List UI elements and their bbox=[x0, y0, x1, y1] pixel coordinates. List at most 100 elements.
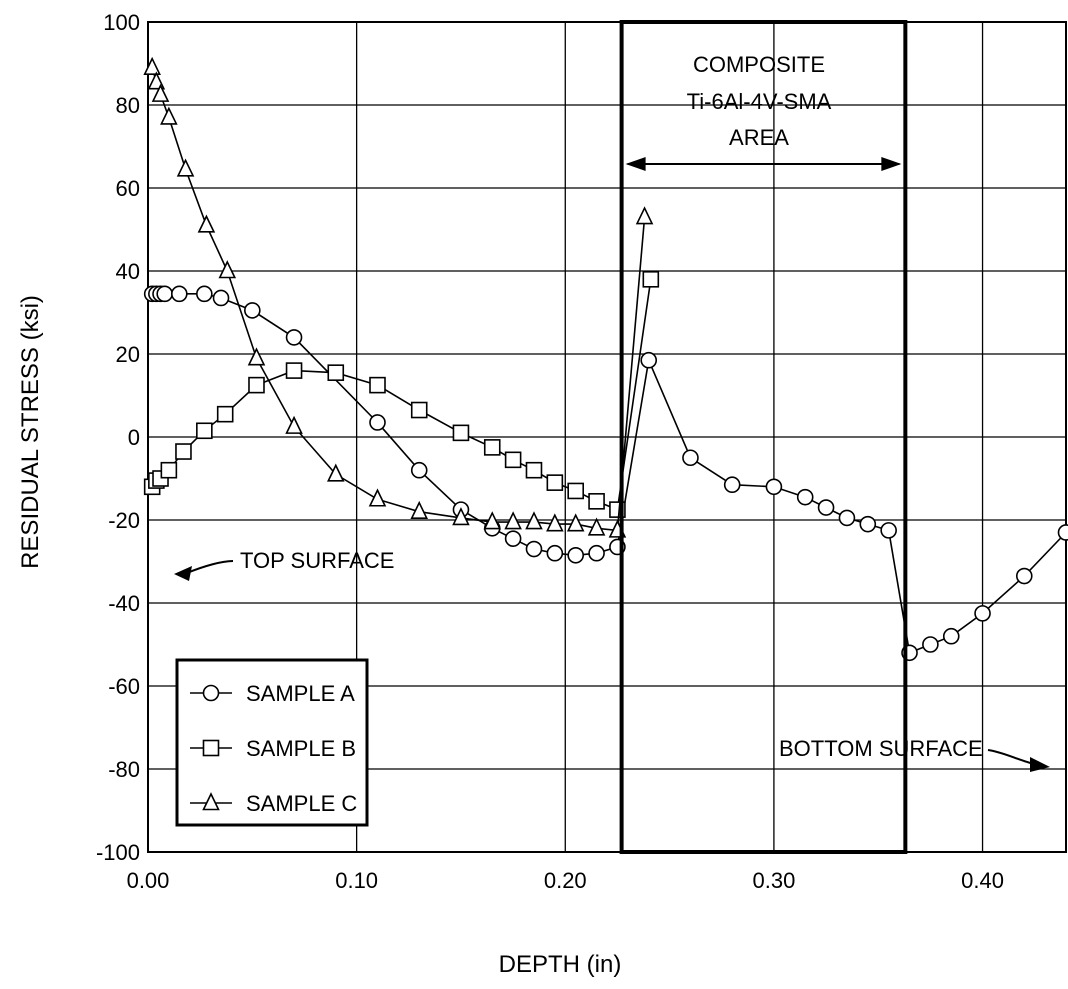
series-0-point-29 bbox=[922, 636, 939, 653]
x-axis-title: DEPTH (in) bbox=[499, 951, 622, 978]
plot-frame-rect bbox=[147, 21, 1067, 853]
top-surface-arrow-head bbox=[174, 566, 192, 581]
series-0-point-20 bbox=[682, 449, 699, 467]
series-2-point-18 bbox=[587, 517, 606, 536]
legend-marker-1 bbox=[202, 739, 220, 757]
series-1-point-12 bbox=[452, 424, 470, 442]
series-1-point-8 bbox=[285, 362, 303, 379]
composite-area-box bbox=[619, 20, 908, 854]
series-1-point-3 bbox=[160, 461, 178, 479]
composite-area: COMPOSITE Ti-6Al-4V-SMA AREA bbox=[619, 20, 908, 854]
series-2-point-4 bbox=[176, 158, 195, 177]
series-1-point-11 bbox=[410, 401, 428, 419]
series-2-point-20 bbox=[635, 206, 654, 225]
series-0-point-14 bbox=[525, 540, 543, 558]
series-2-point-7 bbox=[247, 347, 266, 366]
plot-frame bbox=[147, 21, 1067, 853]
y-tick-label-3: -40 bbox=[108, 591, 140, 616]
series-1-point-6 bbox=[216, 405, 234, 423]
series-2-point-5 bbox=[197, 214, 216, 233]
y-tick-label-10: 100 bbox=[103, 10, 140, 35]
composite-area-label-line1: COMPOSITE bbox=[693, 52, 825, 77]
bottom-surface-arrow-head bbox=[1030, 757, 1050, 772]
series-1-point-20 bbox=[642, 270, 660, 288]
y-axis-title: RESIDUAL STRESS (ksi) bbox=[17, 295, 44, 569]
series-2-point-11 bbox=[410, 500, 429, 520]
series-0-point-7 bbox=[244, 302, 261, 319]
series-1-point-16 bbox=[546, 474, 564, 491]
series-0-point-25 bbox=[838, 509, 856, 527]
x-tick-label-2: 0.20 bbox=[544, 868, 587, 893]
series-1-point-15 bbox=[525, 461, 543, 479]
series-2-point-13 bbox=[483, 511, 502, 530]
series-0-point-9 bbox=[369, 414, 386, 431]
legend: SAMPLE A SAMPLE B SAMPLE C bbox=[175, 658, 369, 827]
legend-label-2: SAMPLE C bbox=[246, 791, 357, 816]
y-tick-label-9: 80 bbox=[116, 93, 140, 118]
composite-arrow-head-left bbox=[625, 157, 646, 171]
composite-area-label-line2: Ti-6Al-4V-SMA bbox=[687, 89, 832, 114]
series-layer bbox=[143, 56, 1068, 662]
series-1-point-9 bbox=[327, 364, 345, 381]
series-0-point-8 bbox=[285, 329, 303, 346]
legend-label-0: SAMPLE A bbox=[246, 681, 355, 706]
top-surface-arrow bbox=[186, 560, 234, 574]
series-0-point-17 bbox=[588, 544, 605, 562]
tick-labels: -100 -80 -60 -40 -20 0 20 40 60 80 100 0.00 0.10 0.20… bbox=[96, 10, 1004, 893]
series-0-point-26 bbox=[859, 515, 877, 533]
series-2-point-9 bbox=[326, 463, 345, 482]
series-line-1 bbox=[151, 279, 652, 511]
x-tick-label-3: 0.30 bbox=[752, 868, 795, 893]
series-0-point-10 bbox=[410, 461, 428, 479]
series-1-point-13 bbox=[483, 439, 501, 456]
series-2-point-16 bbox=[546, 513, 564, 532]
series-0-point-23 bbox=[796, 488, 814, 506]
series-2-point-10 bbox=[368, 488, 387, 507]
series-1-point-18 bbox=[588, 493, 605, 510]
series-0-point-33 bbox=[1057, 524, 1068, 541]
series-0-point-24 bbox=[817, 499, 835, 516]
composite-arrow-head-right bbox=[881, 157, 902, 171]
y-tick-label-5: 0 bbox=[128, 425, 140, 450]
series-1 bbox=[143, 270, 660, 518]
series-0-point-3 bbox=[156, 285, 173, 303]
series-1-point-7 bbox=[248, 376, 265, 394]
series-1-point-4 bbox=[175, 443, 192, 460]
y-tick-label-0: -100 bbox=[96, 840, 140, 865]
bottom-surface-label: BOTTOM SURFACE bbox=[779, 736, 983, 761]
x-tick-label-1: 0.10 bbox=[335, 868, 378, 893]
series-2-point-2 bbox=[151, 83, 170, 102]
y-tick-label-7: 40 bbox=[116, 259, 140, 284]
series-1-point-10 bbox=[369, 376, 386, 394]
series-0-point-16 bbox=[567, 546, 585, 564]
series-0-point-31 bbox=[974, 605, 991, 622]
series-line-0 bbox=[152, 293, 1067, 654]
series-2-point-0 bbox=[143, 56, 161, 75]
y-tick-label-8: 60 bbox=[116, 176, 140, 201]
series-0-point-15 bbox=[546, 544, 564, 562]
y-tick-label-1: -80 bbox=[108, 757, 140, 782]
x-tick-label-0: 0.00 bbox=[127, 868, 170, 893]
y-tick-label-4: -20 bbox=[108, 508, 140, 533]
legend-item-0: SAMPLE A bbox=[190, 681, 355, 706]
series-0-point-22 bbox=[765, 478, 783, 496]
series-2-point-8 bbox=[285, 415, 303, 434]
series-0-point-19 bbox=[640, 351, 658, 369]
top-surface-label: TOP SURFACE bbox=[240, 548, 394, 573]
series-0-point-4 bbox=[170, 285, 188, 303]
y-tick-label-2: -60 bbox=[108, 674, 140, 699]
series-0-point-30 bbox=[942, 627, 960, 645]
series-0-point-6 bbox=[212, 289, 230, 307]
bottom-surface-arrow bbox=[987, 749, 1035, 765]
legend-item-2: SAMPLE C bbox=[190, 791, 357, 816]
series-2-point-12 bbox=[452, 507, 470, 526]
series-1-point-17 bbox=[567, 482, 585, 500]
series-2-point-14 bbox=[504, 511, 522, 530]
series-0-point-13 bbox=[504, 530, 522, 547]
series-0-point-5 bbox=[196, 285, 213, 303]
x-tick-label-4: 0.40 bbox=[961, 868, 1004, 893]
series-1-point-14 bbox=[504, 451, 522, 469]
series-2-point-3 bbox=[160, 106, 178, 125]
series-2-point-15 bbox=[525, 511, 543, 530]
